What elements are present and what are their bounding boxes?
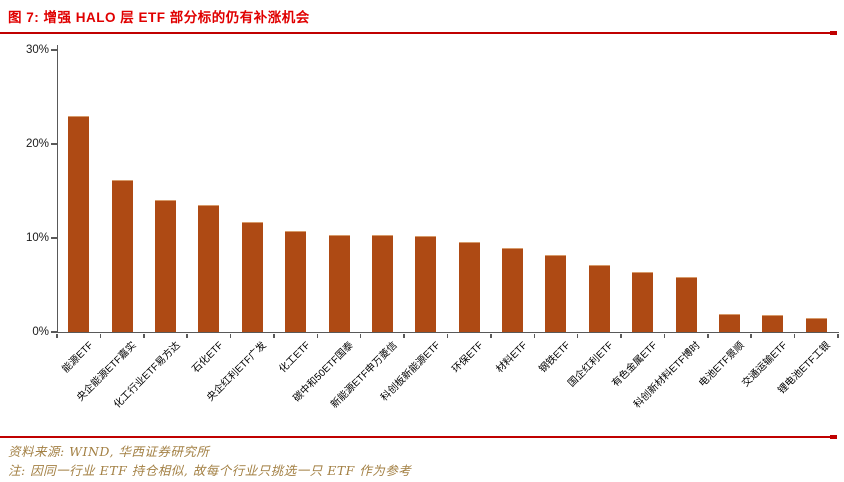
x-axis-category-label: 石化ETF [190,340,226,376]
bar [588,265,610,332]
x-axis-tick-mark [837,333,839,338]
title-divider-endcap [830,31,837,35]
bar [719,314,741,332]
x-axis-tick-mark [359,333,362,338]
y-axis-tick-mark [51,143,57,145]
x-axis-category-label: 环保ETF [450,340,486,376]
bar [632,271,654,332]
x-axis-tick-mark [99,333,102,338]
bar [241,222,263,332]
x-axis-category-label: 化工ETF [277,340,313,376]
x-axis-category-label: 国企红利ETF [566,340,617,390]
bar [154,200,176,332]
title-divider-line [0,31,837,35]
x-axis-tick-mark [707,333,709,338]
x-axis-category-label: 钢铁ETF [537,340,573,376]
bar [198,205,220,332]
x-axis-category-label: 材料ETF [494,340,530,376]
x-axis-category-label: 能源ETF [60,340,96,376]
source-note: 资料来源: WIND, 华西证券研究所 [8,444,210,459]
y-axis-tick-label: 10% [25,232,49,244]
y-axis-tick-mark [51,49,57,51]
footnote: 注: 因同一行业 ETF 持仓相似, 故每个行业只挑选一只 ETF 作为参考 [8,463,412,478]
bar [111,179,133,332]
x-axis-tick-mark [446,333,449,338]
bar [285,231,307,332]
x-axis-tick-mark [793,333,796,338]
x-axis-tick-mark [403,333,405,338]
x-axis-tick-mark [186,333,188,338]
bar [805,317,827,332]
bar [458,241,480,332]
x-axis-tick-mark [56,333,58,338]
x-axis-tick-mark [576,333,579,338]
y-axis-tick-label: 30% [25,44,49,56]
x-axis-tick-mark [273,333,275,338]
bar [328,235,350,332]
bar [545,254,567,332]
footer-divider-line [0,435,837,439]
x-axis-tick-mark [143,333,145,338]
x-axis-tick-mark [533,333,536,338]
figure-title: 图 7: 增强 HALO 层 ETF 部分标的仍有补涨机会 [8,10,310,25]
footer-divider-endcap [830,435,837,439]
x-axis-tick-mark [663,333,666,338]
bar [415,236,437,332]
bar [371,235,393,332]
y-axis-tick-mark [51,237,57,239]
y-axis-tick-label: 0% [32,326,49,338]
x-axis-tick-mark [620,333,622,338]
bar-chart: 0% 10% 20% 30% 能源ETF 央企能源ETF嘉实 化工行业ETF易方达 石化ETF… [25,44,839,411]
bar [762,315,784,332]
x-axis-tick-mark [750,333,752,338]
bar [502,248,524,332]
x-axis-tick-mark [490,333,492,338]
plot-area [57,45,839,333]
y-axis-tick-label: 20% [25,138,49,150]
x-axis-tick-mark [316,333,319,338]
x-axis-category-label: 电池ETF景顺 [696,340,747,390]
bar [675,276,697,332]
bar [68,115,90,332]
x-axis-tick-mark [229,333,232,338]
y-axis-tick-mark [51,331,57,333]
